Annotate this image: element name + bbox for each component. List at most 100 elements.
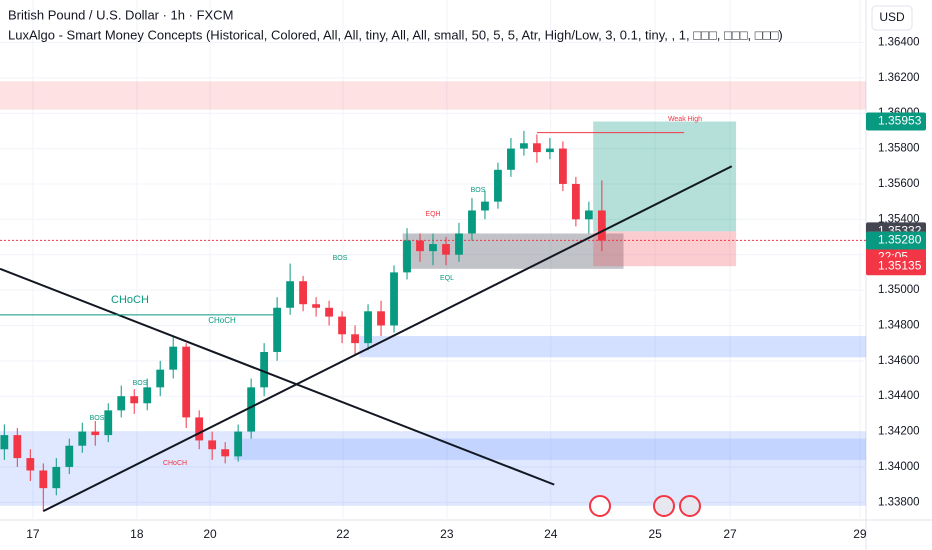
y-tick-label: 1.36200	[878, 72, 920, 84]
x-tick-label: 20	[203, 527, 217, 541]
candle-body	[377, 311, 385, 326]
x-tick-label: 22	[336, 527, 350, 541]
price-tag	[866, 231, 926, 250]
price-tag-label: 1.35280	[878, 233, 922, 247]
annotation: EQL	[440, 275, 454, 282]
candle-body	[156, 369, 165, 388]
candle-body	[507, 148, 515, 170]
y-tick-label: 1.33800	[878, 496, 920, 508]
candle-body	[533, 143, 541, 153]
zone	[593, 231, 737, 267]
x-tick-label: 27	[723, 527, 737, 541]
x-tick-label: 23	[440, 527, 454, 541]
annotation: BOS	[90, 415, 105, 422]
event-icon[interactable]	[679, 495, 701, 517]
candle-body	[416, 240, 424, 252]
y-tick-label: 1.34800	[878, 319, 920, 331]
annotation: CHoCH	[208, 316, 236, 325]
candle-body	[390, 272, 398, 326]
event-icon[interactable]	[589, 495, 611, 517]
zone	[359, 336, 866, 358]
annotation: BOS	[471, 187, 486, 194]
candle-body	[260, 351, 269, 388]
candle-body	[52, 466, 61, 489]
y-tick-label: 1.34600	[878, 355, 920, 367]
y-tick-label: 1.35000	[878, 284, 920, 296]
candle-body	[182, 346, 191, 418]
candle-body	[559, 148, 567, 184]
plot	[0, 0, 866, 520]
y-tick-label: 1.36400	[878, 36, 920, 48]
candle-body	[312, 304, 320, 308]
price-tag-label: 1.35953	[878, 114, 922, 128]
y-tick-label: 1.35600	[878, 178, 920, 190]
candle-body	[520, 143, 528, 149]
annotation: CHoCH	[163, 460, 187, 467]
y-tick-label: 1.34200	[878, 426, 920, 438]
x-tick-label: 25	[648, 527, 662, 541]
candle-body	[494, 169, 502, 202]
candle-body	[338, 316, 346, 335]
candle-body	[208, 440, 217, 450]
candle-body	[117, 396, 126, 411]
annotation: BOS	[133, 380, 148, 387]
candle-body	[234, 431, 243, 457]
candle-body	[273, 307, 282, 352]
zone	[593, 121, 737, 232]
price-tag-label: 1.35135	[878, 258, 922, 272]
candle-body	[597, 210, 606, 241]
candle-body	[571, 183, 580, 220]
candle-body	[26, 458, 35, 471]
candle-body	[104, 410, 113, 436]
x-tick-label: 17	[26, 527, 40, 541]
candle-body	[325, 307, 333, 317]
candle-body	[481, 201, 489, 211]
annotation: BOS	[333, 255, 348, 262]
candle-body	[65, 445, 74, 467]
candle-body	[247, 387, 256, 432]
candle-body	[442, 244, 450, 255]
candle-body	[0, 435, 9, 450]
candle-body	[403, 240, 411, 273]
candle-body	[364, 311, 372, 344]
x-tick-label: 29	[853, 527, 867, 541]
price-tag	[866, 112, 926, 131]
candle-body	[286, 281, 295, 308]
candle-body	[584, 210, 593, 220]
candle-body	[468, 210, 476, 234]
trend-line	[0, 267, 555, 486]
candle-body	[351, 334, 359, 344]
candle-body	[13, 435, 22, 459]
candle-body	[546, 148, 554, 153]
candle-body	[429, 244, 437, 252]
zone	[0, 81, 866, 110]
candle-body	[299, 281, 307, 305]
price-tag	[866, 257, 926, 276]
candle-body	[169, 346, 178, 370]
zone	[233, 438, 866, 460]
candle-body	[143, 387, 152, 404]
candle-body	[91, 431, 100, 436]
candle-body	[130, 396, 139, 404]
annotation: Weak High	[668, 116, 702, 123]
zone	[0, 431, 866, 506]
currency-button[interactable]	[871, 5, 913, 31]
y-tick-label: 1.34000	[878, 461, 920, 473]
x-tick-label: 24	[544, 527, 558, 541]
candle-body	[455, 233, 463, 255]
x-tick-label: 18	[130, 527, 144, 541]
candle-body	[39, 470, 48, 489]
y-tick-label: 1.35800	[878, 143, 920, 155]
indicator-label: LuxAlgo - Smart Money Concepts (Historic…	[8, 27, 783, 42]
y-tick-label: 1.34400	[878, 390, 920, 402]
trend-line	[42, 165, 733, 513]
event-icon[interactable]	[653, 495, 675, 517]
chart-title: British Pound / U.S. Dollar · 1h · FXCM	[8, 7, 233, 22]
candle-body	[195, 417, 204, 441]
annotation: EQH	[425, 211, 440, 218]
currency[interactable]: USD	[879, 10, 905, 24]
candle-body	[78, 431, 87, 446]
annotation: CHoCH	[111, 294, 149, 306]
